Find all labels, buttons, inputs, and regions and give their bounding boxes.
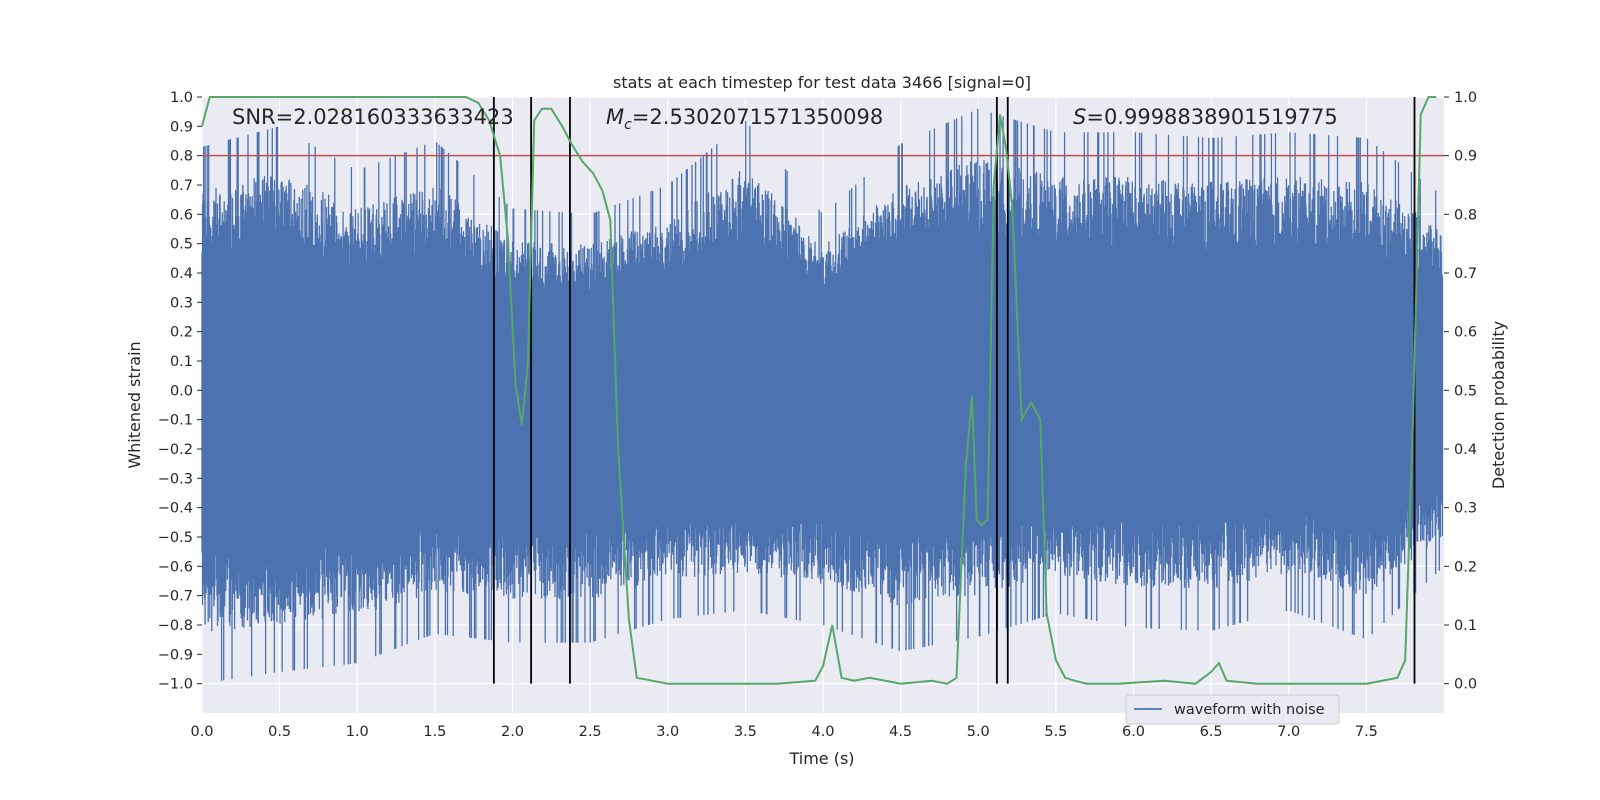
chirp-mass-annotation: Mc=2.5302071571350098 [606, 105, 883, 133]
x-tick-label: 3.0 [656, 724, 679, 740]
y-tick-label: 0.6 [170, 207, 193, 223]
y2-tick-label: 0.6 [1454, 325, 1477, 341]
y-axis-label: Whitened strain [125, 341, 144, 468]
y-tick-label: 0.8 [170, 149, 193, 165]
y-tick-label: 0.7 [170, 178, 193, 194]
y2-tick-label: 0.5 [1454, 383, 1477, 399]
legend: waveform with noise [1125, 694, 1340, 725]
y-tick-label: 0.0 [170, 383, 193, 399]
y2-tick-label: 0.3 [1454, 501, 1477, 517]
legend-box [1125, 694, 1340, 725]
y-tick-label: 0.5 [170, 237, 193, 253]
x-tick-label: 1.5 [423, 724, 446, 740]
waveform-trace [201, 108, 1444, 681]
y-tick-label: −1.0 [158, 677, 193, 693]
x-tick-label: 0.0 [190, 724, 213, 740]
y-tick-label: 1.0 [170, 90, 193, 106]
x-axis-label: Time (s) [788, 749, 854, 768]
legend-label: waveform with noise [1174, 702, 1325, 718]
y-tick-label: −0.1 [158, 413, 193, 429]
y-tick-label: 0.3 [170, 295, 193, 311]
x-tick-label: 2.0 [501, 724, 524, 740]
x-tick-label: 0.5 [268, 724, 291, 740]
y2-axis-ticks: 0.0 0.1 0.2 0.3 0.4 0.5 0.6 0.7 0.8 0.9 1.0 [1444, 90, 1477, 693]
x-axis-ticks: 0.0 0.5 1.0 1.5 2.0 2.5 3.0 3.5 4.0 4.5 5.0 5.5 6.0 6… [190, 724, 1377, 740]
y-tick-label: −0.4 [158, 501, 193, 517]
x-tick-label: 7.5 [1355, 724, 1378, 740]
y2-tick-label: 0.8 [1454, 207, 1477, 223]
y-tick-label: 0.4 [170, 266, 193, 282]
y-tick-label: 0.1 [170, 354, 193, 370]
y2-tick-label: 0.1 [1454, 618, 1477, 634]
y-tick-label: −0.5 [158, 530, 193, 546]
y2-tick-label: 0.0 [1454, 677, 1477, 693]
y2-axis-label: Detection probability [1489, 321, 1508, 489]
y-tick-label: −0.7 [158, 589, 193, 605]
y2-tick-label: 0.9 [1454, 149, 1477, 165]
x-tick-label: 6.5 [1200, 724, 1223, 740]
trigger-lines [492, 97, 1416, 684]
chirp-mass-symbol: M [606, 105, 624, 129]
x-tick-label: 4.5 [889, 724, 912, 740]
x-tick-label: 5.0 [967, 724, 990, 740]
chirp-mass-subscript: c [624, 117, 632, 133]
y2-tick-label: 0.7 [1454, 266, 1477, 282]
x-tick-label: 4.0 [811, 724, 834, 740]
y-tick-label: 0.2 [170, 325, 193, 341]
y-tick-label: −0.8 [158, 618, 193, 634]
y-tick-label: −0.9 [158, 647, 193, 663]
probability-series [201, 96, 1437, 685]
x-tick-label: 3.5 [734, 724, 757, 740]
probability-line [201, 96, 1437, 685]
score-annotation: S=0.9998838901519775 [1073, 105, 1338, 129]
waveform-series [201, 108, 1444, 681]
y2-tick-label: 1.0 [1454, 90, 1477, 106]
score-value: =0.9998838901519775 [1086, 105, 1337, 129]
y-tick-label: −0.6 [158, 559, 193, 575]
score-symbol: S [1073, 105, 1086, 129]
y-axis-ticks: −1.0 −0.9 −0.8 −0.7 −0.6 −0.5 −0.4 −0.3 −0.2 −0.1… [158, 90, 202, 693]
x-tick-label: 5.5 [1044, 724, 1067, 740]
y2-tick-label: 0.2 [1454, 559, 1477, 575]
y2-tick-label: 0.4 [1454, 442, 1477, 458]
chart-title: stats at each timestep for test data 346… [613, 73, 1031, 92]
y-tick-label: 0.9 [170, 119, 193, 135]
x-tick-label: 6.0 [1122, 724, 1145, 740]
x-tick-label: 7.0 [1277, 724, 1300, 740]
y-tick-label: −0.2 [158, 442, 193, 458]
x-tick-label: 2.5 [579, 724, 602, 740]
y-tick-label: −0.3 [158, 471, 193, 487]
x-tick-label: 1.0 [346, 724, 369, 740]
snr-annotation: SNR=2.028160333633423 [232, 105, 514, 129]
chirp-mass-value: =2.5302071571350098 [632, 105, 883, 129]
